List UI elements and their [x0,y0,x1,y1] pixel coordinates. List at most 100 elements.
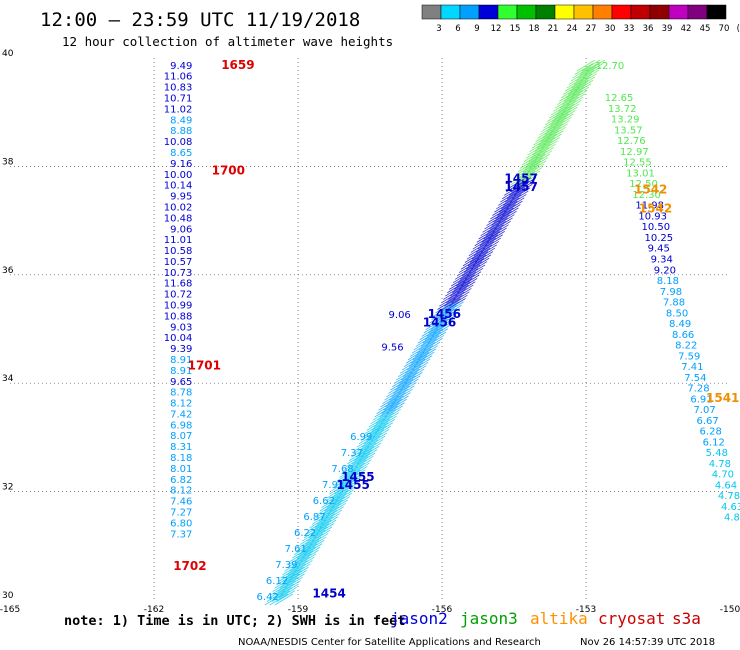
footer-source: NOAA/NESDIS Center for Satellite Applica… [238,637,541,648]
track-stroke [399,361,419,374]
scale-swatch [421,4,442,20]
wave-height-value: 6.22 [294,528,316,539]
wave-height-value: 6.67 [697,416,719,427]
wave-height-value: 12.50 [629,179,658,190]
scale-swatch [649,4,670,20]
track-stroke [498,210,517,223]
track-stroke [543,133,562,146]
track-stroke [494,200,513,213]
track-stroke [560,96,579,109]
track-stroke [311,513,331,525]
track-stroke [358,449,378,461]
track-stroke [386,402,405,414]
track-stroke [474,251,494,263]
track-stroke [410,351,430,364]
track-stroke [445,301,464,314]
track-stroke [543,116,562,129]
wave-height-value: 7.98 [660,287,682,298]
track-stroke [355,445,375,458]
track-stroke [425,335,445,347]
track-stroke [335,472,354,485]
wave-height-value: 4.84 [724,513,740,524]
track-stroke [478,244,498,257]
wave-height-value: 10.08 [164,137,193,148]
track-stroke [289,560,308,572]
track-stroke [423,321,442,334]
track-stroke [529,140,548,153]
track-stroke [553,100,572,112]
track-stroke [488,227,507,240]
track-stroke [476,247,496,260]
track-stroke [574,79,594,92]
track-stroke [541,120,560,132]
track-stroke [345,455,364,468]
track-stroke [282,563,301,576]
track-stroke [505,180,525,193]
track-stroke [283,570,302,582]
track-stroke [466,264,486,277]
track-stroke [390,378,409,391]
track-stroke [461,264,481,277]
track-stroke [464,251,484,263]
track-stroke [510,180,530,193]
track-stroke [496,214,515,226]
wave-height-value: 10.14 [164,181,193,192]
legend-entry: s3a [672,609,701,628]
track-stroke [323,492,342,505]
wave-height-value: 6.42 [257,592,279,603]
footer-timestamp: Nov 26 14:57:39 UTC 2018 [580,637,715,648]
scale-label: 70 [719,24,730,34]
track-stroke [564,79,584,92]
track-stroke [489,217,508,230]
track-stroke [515,163,535,176]
track-stroke [368,432,388,445]
track-stroke [403,355,423,367]
wave-height-value: 10.73 [164,268,193,279]
track-stroke [562,83,582,95]
track-stroke [311,529,331,542]
track-stroke [474,234,493,247]
track-stroke [488,210,507,223]
track-stroke [342,469,361,482]
wave-height-value: 10.04 [164,333,193,344]
track-stroke [277,580,296,592]
axes: -165 -162 -159 -156 -153 -150 30 32 34 36 38 40 [0,49,740,615]
track-stroke [549,106,568,119]
track-stroke [432,314,451,327]
track-stroke [377,408,396,421]
track-stroke [284,576,303,589]
track-stroke [576,59,596,72]
track-stroke [310,523,330,535]
wave-height-value: 8.88 [170,126,192,137]
track-stroke [569,79,589,92]
track-stroke [329,482,348,495]
track-stroke [417,331,437,344]
track-stroke [431,308,450,320]
x-tick-label: -153 [576,605,596,615]
track-stroke [445,284,464,297]
track-stroke [523,167,543,179]
track-stroke [516,170,536,183]
track-stroke [327,486,346,498]
track-stroke [309,533,329,545]
track-stroke [519,173,539,186]
track-stroke [409,345,429,357]
track-stroke [319,499,338,512]
track-stroke [288,570,307,582]
track-stroke [304,533,324,545]
track-stroke [556,103,575,116]
track-stroke [307,536,327,549]
track-stroke [467,254,487,267]
track-stroke [563,90,583,102]
scale-swatch [611,4,632,20]
track-stroke [416,341,436,354]
track-stroke [514,173,534,186]
track-stroke [468,261,488,273]
time-label: 1542 [634,183,667,197]
wave-height-value: 6.99 [350,432,372,443]
track-stroke [361,435,381,448]
wave-height-value: 8.18 [657,276,679,287]
scale-swatch [516,4,537,20]
track-stroke [292,546,311,559]
